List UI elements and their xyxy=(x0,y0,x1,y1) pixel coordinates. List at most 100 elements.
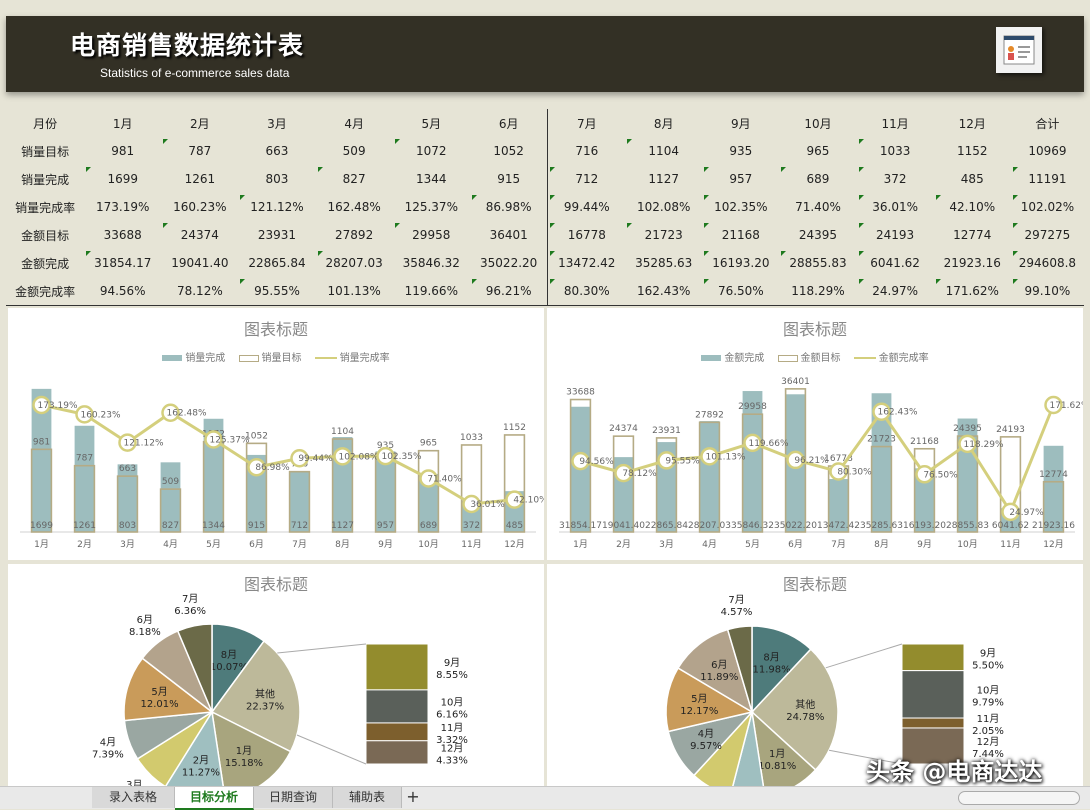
table-cell[interactable]: 162.48% xyxy=(327,200,381,214)
table-cell[interactable]: 35022.20 xyxy=(469,249,549,277)
table-cell[interactable]: 935 xyxy=(729,144,753,158)
table-cell[interactable]: 160.23% xyxy=(173,200,227,214)
table-cell[interactable]: 95.55% xyxy=(238,277,316,306)
table-cell[interactable]: 24.97% xyxy=(856,277,934,306)
table-header-cell[interactable]: 8月 xyxy=(653,116,674,131)
table-cell[interactable]: 1261 xyxy=(184,172,216,186)
row-label-cell[interactable]: 金额完成率 xyxy=(6,277,85,306)
table-cell[interactable]: 11191 xyxy=(1011,165,1084,193)
table-cell[interactable]: 31854.17 xyxy=(84,249,161,277)
table-cell[interactable]: 102.02% xyxy=(1011,193,1084,221)
table-header-cell[interactable]: 10月 xyxy=(804,116,832,131)
table-cell[interactable]: 78.12% xyxy=(161,277,239,306)
table-cell[interactable]: 294608.8 xyxy=(1011,249,1084,277)
table-cell[interactable]: 23931 xyxy=(257,228,297,242)
table-cell[interactable]: 36.01% xyxy=(857,193,934,221)
table-header-cell[interactable]: 9月 xyxy=(731,116,751,131)
table-cell[interactable]: 19041.40 xyxy=(171,256,229,270)
sheet-tab-target-analysis[interactable]: 目标分析 xyxy=(175,787,254,810)
table-cell[interactable]: 372 xyxy=(857,165,934,193)
sheet-tab-input[interactable]: 录入表格 xyxy=(92,787,175,808)
table-cell[interactable]: 965 xyxy=(806,144,830,158)
table-cell[interactable]: 10969 xyxy=(1028,144,1067,158)
table-cell[interactable]: 101.13% xyxy=(315,277,393,306)
table-cell[interactable]: 118.29% xyxy=(779,277,857,306)
table-header-cell[interactable]: 2月 xyxy=(190,116,210,131)
table-cell[interactable]: 915 xyxy=(469,165,549,193)
table-cell[interactable]: 33688 xyxy=(103,228,142,242)
table-cell[interactable]: 42.10% xyxy=(934,193,1011,221)
table-header-cell[interactable]: 5月 xyxy=(421,116,442,131)
table-cell[interactable]: 125.37% xyxy=(404,200,458,214)
table-cell[interactable]: 1127 xyxy=(648,172,679,186)
table-cell[interactable]: 99.10% xyxy=(1010,277,1084,306)
table-header-cell[interactable]: 11月 xyxy=(881,116,909,131)
row-label-cell[interactable]: 销量目标 xyxy=(21,144,70,159)
table-cell[interactable]: 35285.63 xyxy=(635,256,693,270)
plus-icon[interactable]: + xyxy=(406,787,420,806)
table-header-cell[interactable]: 3月 xyxy=(267,116,287,131)
row-label-cell[interactable]: 销量完成率 xyxy=(15,200,76,215)
table-cell[interactable]: 162.43% xyxy=(625,277,703,306)
table-cell[interactable]: 1104 xyxy=(625,137,702,165)
table-cell[interactable]: 6041.62 xyxy=(857,249,934,277)
table-header-cell[interactable]: 1月 xyxy=(112,116,133,131)
table-cell[interactable]: 28207.03 xyxy=(316,249,393,277)
table-header-cell[interactable]: 6月 xyxy=(469,109,549,137)
table-header-cell[interactable]: 4月 xyxy=(344,116,364,131)
table-cell[interactable]: 981 xyxy=(111,144,135,158)
sheet-tab-date-query[interactable]: 日期查询 xyxy=(254,787,333,808)
table-cell[interactable]: 1344 xyxy=(416,172,447,186)
table-cell[interactable]: 509 xyxy=(342,144,366,158)
table-cell[interactable]: 86.98% xyxy=(469,193,549,221)
table-cell[interactable]: 27892 xyxy=(335,228,374,242)
table-cell[interactable]: 712 xyxy=(548,165,625,193)
table-cell[interactable]: 16778 xyxy=(548,221,625,249)
table-cell[interactable]: 1699 xyxy=(84,165,161,193)
table-cell[interactable]: 663 xyxy=(265,144,289,158)
table-cell[interactable]: 171.62% xyxy=(933,277,1011,306)
table-cell[interactable]: 716 xyxy=(575,144,599,158)
table-cell[interactable]: 102.08% xyxy=(637,200,691,214)
table-cell[interactable]: 28855.83 xyxy=(779,249,856,277)
table-cell[interactable]: 119.66% xyxy=(392,277,470,306)
table-cell[interactable]: 12774 xyxy=(953,228,992,242)
table-cell[interactable]: 21168 xyxy=(702,221,779,249)
table-cell[interactable]: 35846.32 xyxy=(402,256,460,270)
table-cell[interactable]: 94.56% xyxy=(84,277,162,306)
table-cell[interactable]: 827 xyxy=(316,165,393,193)
table-header-cell[interactable]: 7月 xyxy=(576,116,597,131)
horizontal-scrollbar[interactable] xyxy=(958,791,1080,805)
table-cell[interactable]: 102.35% xyxy=(702,193,779,221)
table-header-cell[interactable]: 12月 xyxy=(958,116,986,131)
table-cell[interactable]: 21723 xyxy=(625,221,702,249)
table-cell[interactable]: 16193.20 xyxy=(702,249,779,277)
row-label-cell[interactable]: 金额目标 xyxy=(21,228,70,243)
table-cell[interactable]: 96.21% xyxy=(469,277,549,306)
table-cell[interactable]: 99.44% xyxy=(548,193,625,221)
table-cell[interactable]: 24374 xyxy=(161,221,238,249)
table-cell[interactable]: 957 xyxy=(702,165,779,193)
table-cell[interactable]: 36401 xyxy=(469,221,549,249)
table-header-cell[interactable]: 合计 xyxy=(1035,116,1060,131)
table-cell[interactable]: 21923.16 xyxy=(943,256,1001,270)
table-cell[interactable]: 80.30% xyxy=(547,277,626,306)
table-header-cell[interactable]: 月份 xyxy=(33,116,58,131)
table-cell[interactable]: 1152 xyxy=(956,144,988,158)
table-cell[interactable]: 13472.42 xyxy=(548,249,625,277)
table-cell[interactable]: 297275 xyxy=(1011,221,1084,249)
table-cell[interactable]: 24395 xyxy=(798,228,838,242)
table-cell[interactable]: 29958 xyxy=(393,221,470,249)
table-cell[interactable]: 121.12% xyxy=(238,193,315,221)
table-cell[interactable]: 76.50% xyxy=(702,277,780,306)
table-cell[interactable]: 173.19% xyxy=(96,200,150,214)
row-label-cell[interactable]: 金额完成 xyxy=(21,256,70,271)
row-label-cell[interactable]: 销量完成 xyxy=(21,172,70,187)
table-cell[interactable]: 22865.84 xyxy=(248,256,306,270)
table-cell[interactable]: 1072 xyxy=(393,137,470,165)
table-cell[interactable]: 1052 xyxy=(469,137,549,165)
table-cell[interactable]: 24193 xyxy=(857,221,934,249)
table-cell[interactable]: 689 xyxy=(779,165,856,193)
table-cell[interactable]: 71.40% xyxy=(795,200,841,214)
table-cell[interactable]: 803 xyxy=(265,172,289,186)
